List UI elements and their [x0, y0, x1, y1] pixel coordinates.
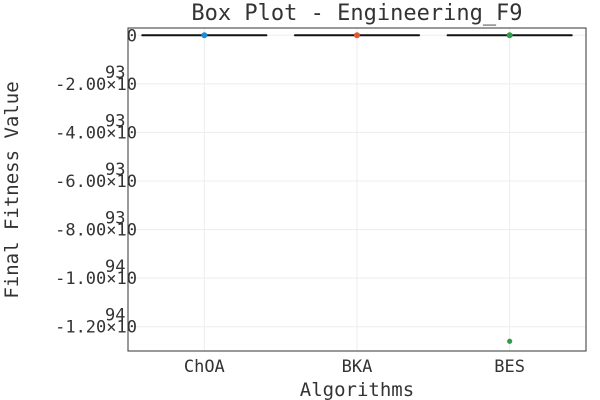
y-tick-exponent: 93 [105, 160, 125, 180]
y-tick-times: ×10 [106, 269, 137, 289]
plot-frame [127, 27, 587, 352]
y-tick-times: ×10 [106, 75, 137, 95]
y-tick-mantissa: -6.00 [55, 172, 106, 192]
y-tick-label: 0 [127, 26, 137, 46]
y-tick-times: ×10 [106, 318, 137, 338]
x-tick-label: BKA [342, 357, 373, 377]
chart-title: Box Plot - Engineering_F9 [191, 1, 522, 26]
y-tick-mantissa: 0 [127, 26, 137, 46]
y-tick-exponent: 94 [105, 257, 125, 277]
y-tick-exponent: 93 [105, 209, 125, 229]
y-axis-ticks: 0-2.00×1093-4.00×1093-6.00×1093-8.00×109… [55, 26, 137, 337]
mean-point-ChOA [201, 32, 208, 39]
y-tick-label: -2.00×10 [55, 75, 137, 95]
y-axis-title: Final Fitness Value [1, 81, 23, 298]
y-tick-mantissa: -1.00 [55, 269, 106, 289]
y-tick-label: -1.20×10 [55, 318, 137, 338]
x-tick-label: BES [494, 357, 525, 377]
x-tick-label: ChOA [184, 357, 225, 377]
mean-point-BKA [354, 32, 360, 39]
y-tick-mantissa: -2.00 [55, 75, 106, 95]
y-tick-exponent: 93 [105, 63, 125, 83]
boxes [141, 32, 573, 344]
y-tick-times: ×10 [106, 221, 137, 241]
y-tick-exponent: 93 [105, 111, 125, 131]
y-tick-mantissa: -4.00 [55, 123, 106, 143]
x-axis-ticks: ChOA BKA BES [184, 357, 525, 377]
y-tick-times: ×10 [106, 123, 137, 143]
y-tick-label: -6.00×10 [55, 172, 137, 192]
y-tick-mantissa: -1.20 [55, 318, 106, 338]
x-axis-title: Algorithms [300, 379, 414, 400]
gridlines [128, 28, 586, 351]
y-tick-label: -1.00×10 [55, 269, 137, 289]
y-tick-times: ×10 [106, 172, 137, 192]
outlier-point-BES [507, 338, 513, 344]
y-tick-mantissa: -8.00 [55, 221, 106, 241]
y-tick-exponent: 94 [105, 306, 125, 326]
y-tick-label: -8.00×10 [55, 221, 137, 241]
mean-point-BES [506, 32, 513, 39]
y-tick-label: -4.00×10 [55, 123, 137, 143]
